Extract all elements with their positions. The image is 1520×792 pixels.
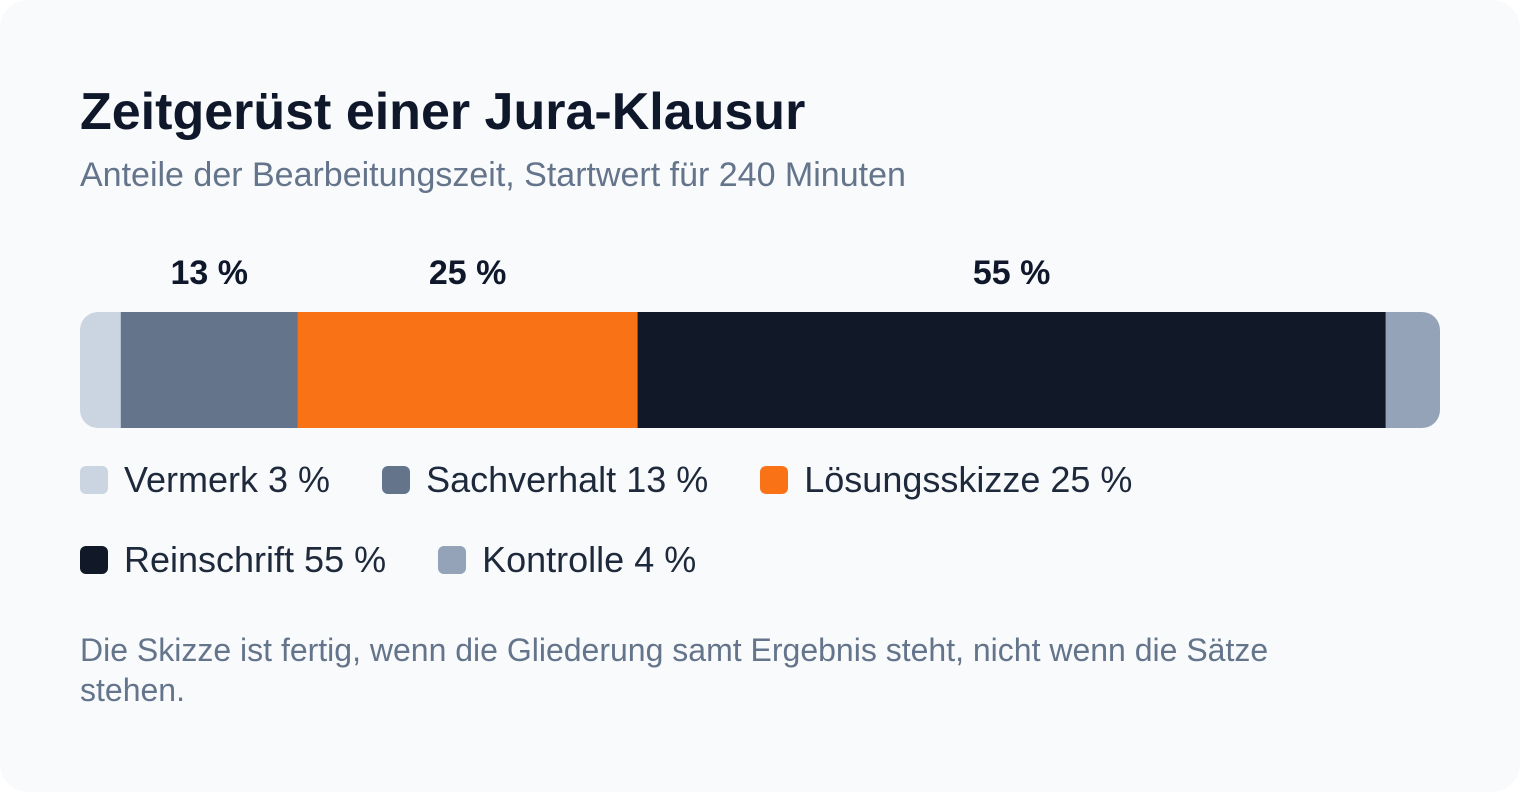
legend-item-sachverhalt: Sachverhalt 13 % [382,458,708,502]
legend-item-reinschrift: Reinschrift 55 % [80,538,386,582]
legend-swatch-kontrolle [438,546,467,574]
bar-segment-sachverhalt [120,312,299,428]
data-label-sachverhalt: 13 % [170,254,248,292]
chart-legend: Vermerk 3 % Sachverhalt 13 % Lösungsskiz… [80,450,1440,610]
legend-item-loesungsskizze: Lösungsskizze 25 % [760,458,1132,502]
bar-segment-reinschrift [637,312,1387,428]
legend-swatch-sachverhalt [382,466,411,494]
legend-label-kontrolle: Kontrolle 4 % [482,539,697,580]
bar-labels: 13 % 25 % 55 % [170,254,1050,292]
legend-swatch-loesungsskizze [760,466,789,494]
chart-title: Zeitgerüst einer Jura-Klausur [80,83,806,141]
bar-segment-kontrolle [1385,312,1440,428]
legend-label-reinschrift: Reinschrift 55 % [124,539,387,580]
footnote: Die Skizze ist fertig, wenn die Gliederu… [80,632,1269,708]
legend-label-loesungsskizze: Lösungsskizze 25 % [804,459,1133,500]
chart-subtitle: Anteile der Bearbeitungszeit, Startwert … [80,156,906,194]
legend-label-sachverhalt: Sachverhalt 13 % [426,459,709,500]
legend-row-2: Reinschrift 55 % Kontrolle 4 % [80,530,1440,590]
stacked-bar-chart: 13 % 25 % 55 % [80,254,1440,428]
bar-segments [80,312,1440,428]
bar-segment-loesungsskizze [297,312,639,428]
legend-swatch-reinschrift [80,546,108,574]
data-label-reinschrift: 55 % [973,254,1051,292]
legend-item-vermerk: Vermerk 3 % [80,458,330,502]
data-label-loesungsskizze: 25 % [429,254,507,292]
legend-label-vermerk: Vermerk 3 % [124,459,331,500]
legend-row-1: Vermerk 3 % Sachverhalt 13 % Lösungsskiz… [80,450,1440,510]
legend-item-kontrolle: Kontrolle 4 % [438,538,696,582]
legend-swatch-vermerk [80,466,108,494]
bar-segment-vermerk [80,312,122,428]
